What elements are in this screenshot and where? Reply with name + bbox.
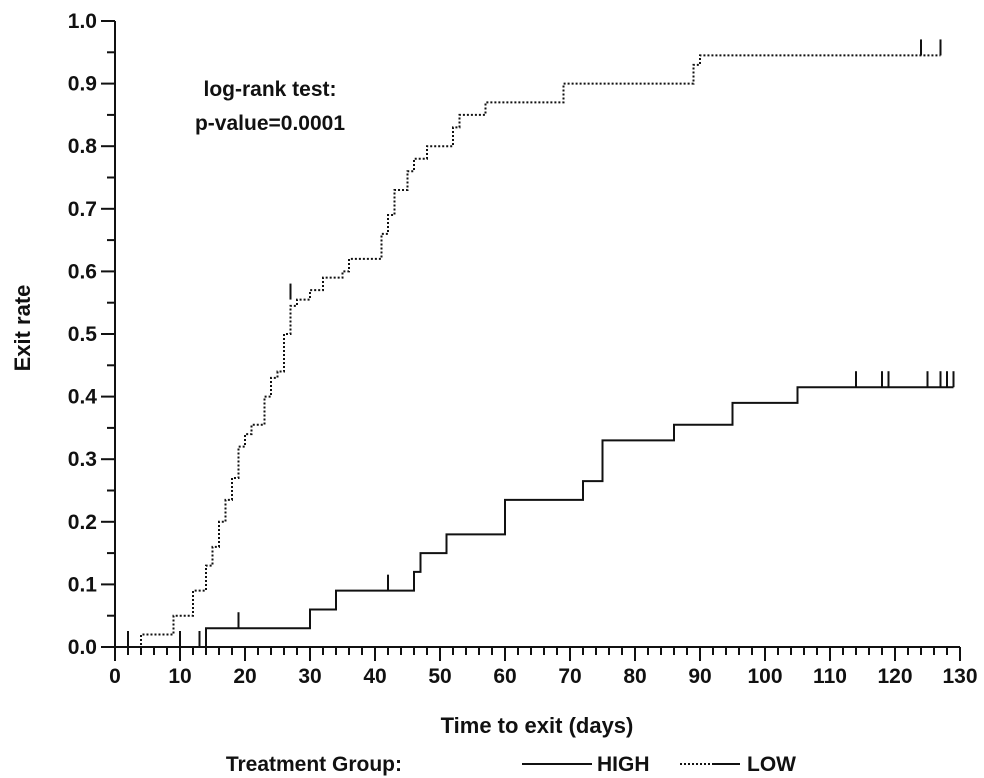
x-tick-label: 60 bbox=[493, 665, 516, 688]
legend: Treatment Group: HIGH LOW bbox=[226, 753, 796, 776]
y-tick-label: 0.3 bbox=[68, 448, 97, 471]
y-tick-label: 0.8 bbox=[68, 135, 98, 158]
x-axis-title: Time to exit (days) bbox=[441, 713, 634, 738]
x-tick-label: 20 bbox=[233, 665, 256, 688]
annotation-line-1: log-rank test: bbox=[203, 78, 336, 101]
annotation-line-2: p-value=0.0001 bbox=[195, 112, 345, 135]
x-tick-label: 130 bbox=[942, 665, 977, 688]
y-tick-label: 0.4 bbox=[68, 386, 98, 409]
y-tick-label: 0.7 bbox=[68, 198, 97, 221]
x-tick-label: 110 bbox=[813, 665, 847, 688]
y-tick-label: 0.1 bbox=[68, 573, 98, 596]
x-tick-label: 120 bbox=[877, 665, 912, 688]
censor-marks bbox=[127, 39, 955, 647]
x-tick-label: 90 bbox=[688, 665, 711, 688]
legend-label-low: LOW bbox=[747, 753, 796, 776]
series-layer bbox=[115, 54, 954, 648]
x-tick-label: 100 bbox=[747, 665, 782, 688]
x-axis: 0 10 20 30 40 50 60 70 80 90 100 110 120 130 bbox=[109, 646, 978, 688]
legend-title: Treatment Group: bbox=[226, 753, 402, 776]
y-axis: 0.0 0.1 0.2 0.3 0.4 0.5 0.6 0.7 0.8 0.9 1.0 bbox=[68, 10, 116, 659]
y-tick-label: 0.6 bbox=[68, 260, 97, 283]
x-tick-label: 10 bbox=[168, 665, 191, 688]
x-tick-label: 50 bbox=[428, 665, 451, 688]
x-tick-label: 40 bbox=[363, 665, 386, 688]
y-tick-label: 0.0 bbox=[68, 636, 97, 659]
legend-label-high: HIGH bbox=[597, 753, 650, 776]
y-tick-label: 0.5 bbox=[68, 323, 98, 346]
series-line-high bbox=[115, 386, 954, 648]
series-line-low bbox=[115, 54, 941, 648]
x-tick-label: 30 bbox=[298, 665, 321, 688]
x-tick-label: 80 bbox=[623, 665, 646, 688]
y-tick-label: 0.2 bbox=[68, 511, 97, 534]
y-axis-title: Exit rate bbox=[10, 285, 35, 372]
y-tick-label: 1.0 bbox=[68, 10, 97, 33]
x-tick-label: 70 bbox=[558, 665, 581, 688]
x-tick-label: 0 bbox=[109, 665, 121, 688]
y-tick-label: 0.9 bbox=[68, 73, 97, 96]
